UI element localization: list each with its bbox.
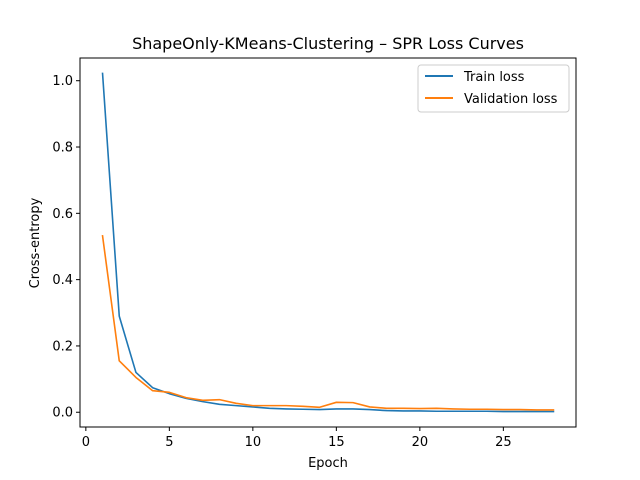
y-axis-ticks: 0.0 0.2 0.4 0.6 0.8 1.0 [52,74,80,421]
validation-loss-line [101,234,555,411]
x-tick-label: 25 [495,435,512,450]
y-tick-label: 0.0 [52,406,73,421]
y-axis-label: Cross-entropy [28,197,43,288]
legend-label-train: Train loss [463,70,525,85]
plot-area [79,57,577,428]
x-tick-label: 15 [328,435,345,450]
x-axis-ticks: 0 5 10 15 20 25 [82,427,512,450]
axes-frame [79,57,577,428]
x-axis-label: Epoch [308,456,348,471]
chart-title: ShapeOnly-KMeans-Clustering – SPR Loss C… [132,34,524,53]
train-loss-line [101,72,555,413]
legend: Train loss Validation loss [417,64,570,113]
y-tick-label: 0.4 [52,273,73,288]
y-tick-label: 0.6 [52,207,73,222]
x-tick-label: 10 [245,435,262,450]
legend-label-validation: Validation loss [464,92,558,107]
legend-box [417,64,570,113]
x-tick-label: 5 [165,435,173,450]
x-tick-label: 20 [412,435,429,450]
y-tick-label: 1.0 [52,74,73,89]
y-tick-label: 0.2 [52,339,73,354]
y-tick-label: 0.8 [52,141,73,156]
x-tick-label: 0 [82,435,90,450]
series-layer [101,72,555,413]
